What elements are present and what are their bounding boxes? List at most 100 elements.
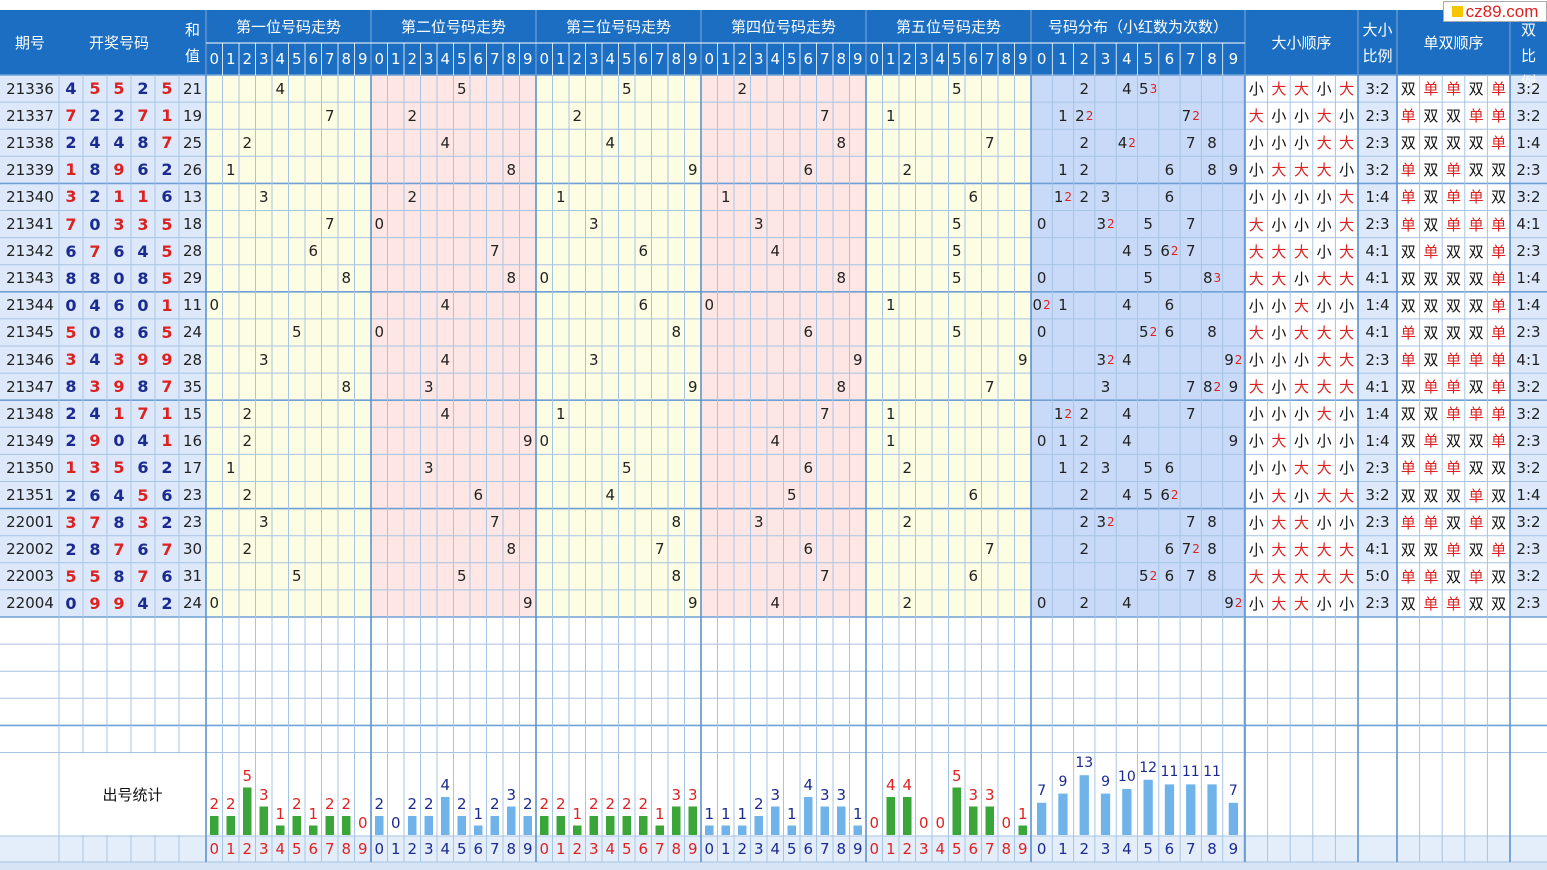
header-position-5: 第五位号码走势 <box>895 18 1001 36</box>
header-position-1: 第一位号码走势 <box>235 18 341 36</box>
header-pos2-digit: 4 <box>440 50 451 68</box>
header-pos3-digit: 4 <box>605 50 616 68</box>
header-pos2-digit: 6 <box>473 50 484 68</box>
header-dist-digit: 8 <box>1207 50 1217 68</box>
header-dist-digit: 6 <box>1164 50 1175 68</box>
header-pos1-digit: 4 <box>275 50 286 68</box>
stat-bar-pos3 <box>655 825 664 835</box>
header-dist-digit: 4 <box>1122 50 1132 68</box>
header-pos4-digit: 8 <box>836 50 847 68</box>
header-pos5-digit: 4 <box>935 50 946 68</box>
stat-bar-pos3 <box>672 806 681 835</box>
stat-bar-pos2 <box>507 806 516 835</box>
stat-bar-pos5 <box>969 806 978 835</box>
header-pos5-digit: 9 <box>1017 50 1028 68</box>
stat-bar-pos2 <box>490 816 499 835</box>
header-pos5-digit: 5 <box>951 50 962 68</box>
header-pos1-digit: 0 <box>209 50 220 68</box>
header-pos2-digit: 8 <box>506 50 517 68</box>
header-pos3-digit: 1 <box>555 50 566 68</box>
stat-bar-pos3 <box>639 816 648 835</box>
stat-bar-pos4 <box>787 825 796 835</box>
stat-bar-pos4 <box>738 825 747 835</box>
stat-bar-pos2 <box>523 816 532 835</box>
stat-bar-pos3 <box>688 806 697 835</box>
header-issue: 期号 <box>14 34 45 52</box>
header-pos3-digit: 9 <box>687 50 698 68</box>
stat-bar-pos2 <box>474 825 483 835</box>
header-position-4: 第四位号码走势 <box>730 18 836 36</box>
header-pos2-digit: 1 <box>390 50 401 68</box>
stat-bar-pos2 <box>375 816 384 835</box>
stat-bar-dist <box>1037 802 1047 835</box>
stat-bar-pos2 <box>441 797 450 835</box>
header-pos4-digit: 7 <box>819 50 830 68</box>
header-pos5-digit: 7 <box>984 50 995 68</box>
header-pos2-digit: 0 <box>374 50 385 68</box>
header-pos2-digit: 7 <box>489 50 500 68</box>
stat-bar-dist <box>1058 793 1068 835</box>
stat-bar-pos2 <box>408 816 417 835</box>
stat-bar-pos3 <box>556 816 565 835</box>
header-pos1-digit: 9 <box>357 50 368 68</box>
header-pos4-digit: 2 <box>737 50 748 68</box>
stat-bar-pos4 <box>804 797 813 835</box>
stat-bar-pos1 <box>259 806 268 835</box>
header-dist-digit: 0 <box>1036 50 1047 68</box>
header-pos5-digit: 0 <box>869 50 880 68</box>
stat-bar-pos1 <box>292 816 301 835</box>
stat-bar-pos1 <box>226 816 235 835</box>
stat-bar-pos3 <box>622 816 631 835</box>
header-dist-digit: 1 <box>1058 50 1068 68</box>
header-pos3-digit: 3 <box>588 50 599 68</box>
stat-bar-pos1 <box>210 816 219 835</box>
stat-bar-pos3 <box>589 816 598 835</box>
header-pos4-digit: 3 <box>753 50 764 68</box>
header-pos5-digit: 3 <box>918 50 929 68</box>
header-sum: 和值 <box>184 20 200 65</box>
bottom-band <box>0 862 1547 870</box>
stat-bar-pos4 <box>853 825 862 835</box>
stat-bar-pos4 <box>721 825 730 835</box>
header-parity-sequence: 单双顺序 <box>1423 34 1484 52</box>
header-size-ratio: 大小比例 <box>1362 20 1393 65</box>
header-dist-digit: 7 <box>1185 50 1196 68</box>
header-pos3-digit: 5 <box>621 50 632 68</box>
header-pos4-digit: 5 <box>786 50 797 68</box>
stat-bar-pos5 <box>886 797 895 835</box>
stat-bar-pos5 <box>985 806 994 835</box>
header-dist-digit: 5 <box>1143 50 1153 68</box>
stat-bar-pos4 <box>820 806 829 835</box>
header-pos2-digit: 9 <box>522 50 533 68</box>
stat-bar-dist <box>1164 784 1175 835</box>
header-position-2: 第二位号码走势 <box>400 18 506 36</box>
header-pos4-digit: 9 <box>852 50 863 68</box>
header-dist-digit: 2 <box>1079 50 1090 68</box>
header-pos5-digit: 6 <box>968 50 979 68</box>
stat-bar-pos5 <box>952 787 961 835</box>
header-pos1-digit: 1 <box>225 50 236 68</box>
header-pos1-digit: 6 <box>308 50 319 68</box>
header-pos4-digit: 4 <box>770 50 781 68</box>
stat-bar-dist <box>1079 775 1089 835</box>
header-pos4-digit: 6 <box>803 50 814 68</box>
stat-bar-pos3 <box>606 816 615 835</box>
header-pos5-digit: 2 <box>902 50 913 68</box>
header-dist-digit: 9 <box>1228 50 1239 68</box>
stat-bar-dist <box>1186 784 1196 835</box>
header-pos2-digit: 5 <box>456 50 467 68</box>
header-pos1-digit: 7 <box>324 50 335 68</box>
stat-bar-dist <box>1100 793 1111 835</box>
header-pos1-digit: 3 <box>258 50 269 68</box>
stat-bar-pos1 <box>309 825 318 835</box>
header-pos2-digit: 3 <box>423 50 434 68</box>
header-pos3-digit: 0 <box>539 50 550 68</box>
header-draw-numbers: 开奖号码 <box>88 34 149 52</box>
header-pos1-digit: 5 <box>291 50 302 68</box>
site-logo[interactable]: cz89.com <box>1443 1 1547 22</box>
stat-bar-dist <box>1143 779 1153 835</box>
header-pos5-digit: 1 <box>885 50 896 68</box>
stats-label-cell <box>60 753 205 835</box>
